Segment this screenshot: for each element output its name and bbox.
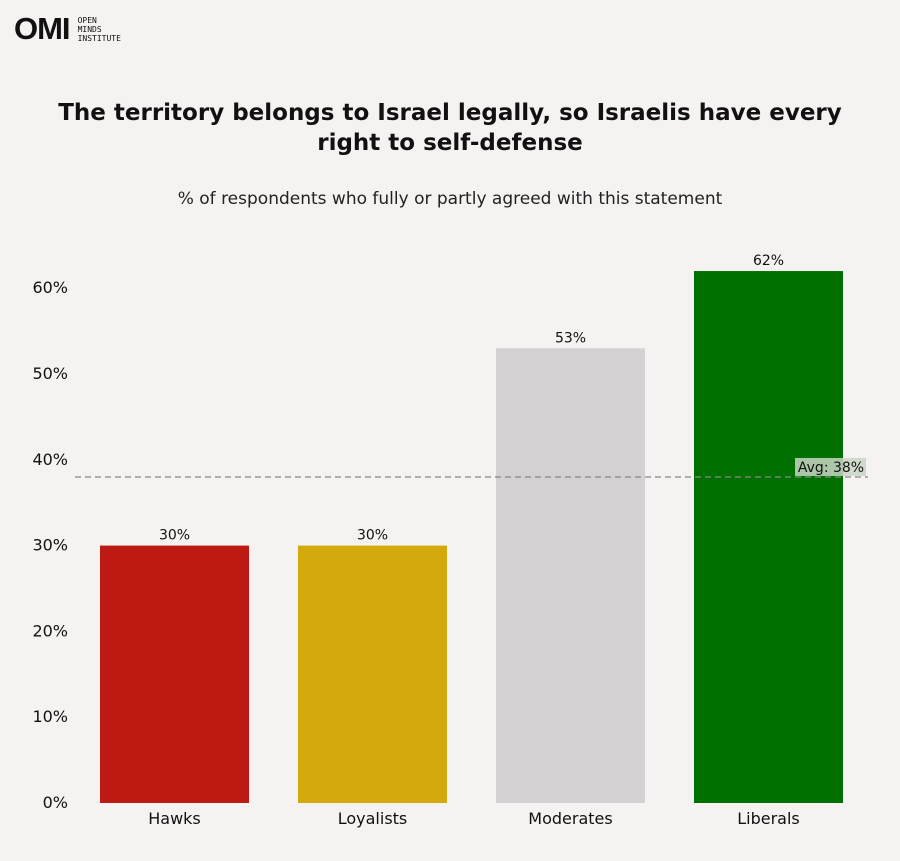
x-tick-label: Moderates [528,809,612,828]
chart-title: The territory belongs to Israel legally,… [58,100,842,156]
x-tick-label: Liberals [737,809,800,828]
average-label-box [795,457,866,476]
logo-line-2: MINDS [77,24,102,34]
logo-line-1: OPEN [77,15,97,25]
y-tick-label: 10% [32,707,68,726]
y-tick-label: 60% [32,278,68,297]
y-tick-label: 20% [32,621,68,640]
y-tick-label: 30% [32,536,68,555]
chart-subtitle: % of respondents who fully or partly agr… [177,189,723,209]
bar-value-label: 62% [753,253,784,269]
x-tick-label: Loyalists [338,809,408,828]
logo: OMI OPEN MINDS INSTITUTE [14,11,121,46]
logo-line-3: INSTITUTE [77,33,121,43]
bar [298,545,447,803]
y-tick-label: 50% [32,364,68,383]
average-label: Avg: 38% [798,460,864,476]
logo-mark: OMI [14,11,71,46]
y-tick-label: 40% [32,450,68,469]
bar-value-label: 30% [159,528,190,544]
bar [496,348,645,803]
bar-value-label: 53% [555,330,586,346]
logo-text: OPEN MINDS INSTITUTE [78,16,121,43]
bar [694,271,843,803]
bar-value-label: 30% [357,528,388,544]
y-tick-label: 0% [43,793,68,812]
bar [100,545,249,803]
x-tick-label: Hawks [148,809,201,828]
